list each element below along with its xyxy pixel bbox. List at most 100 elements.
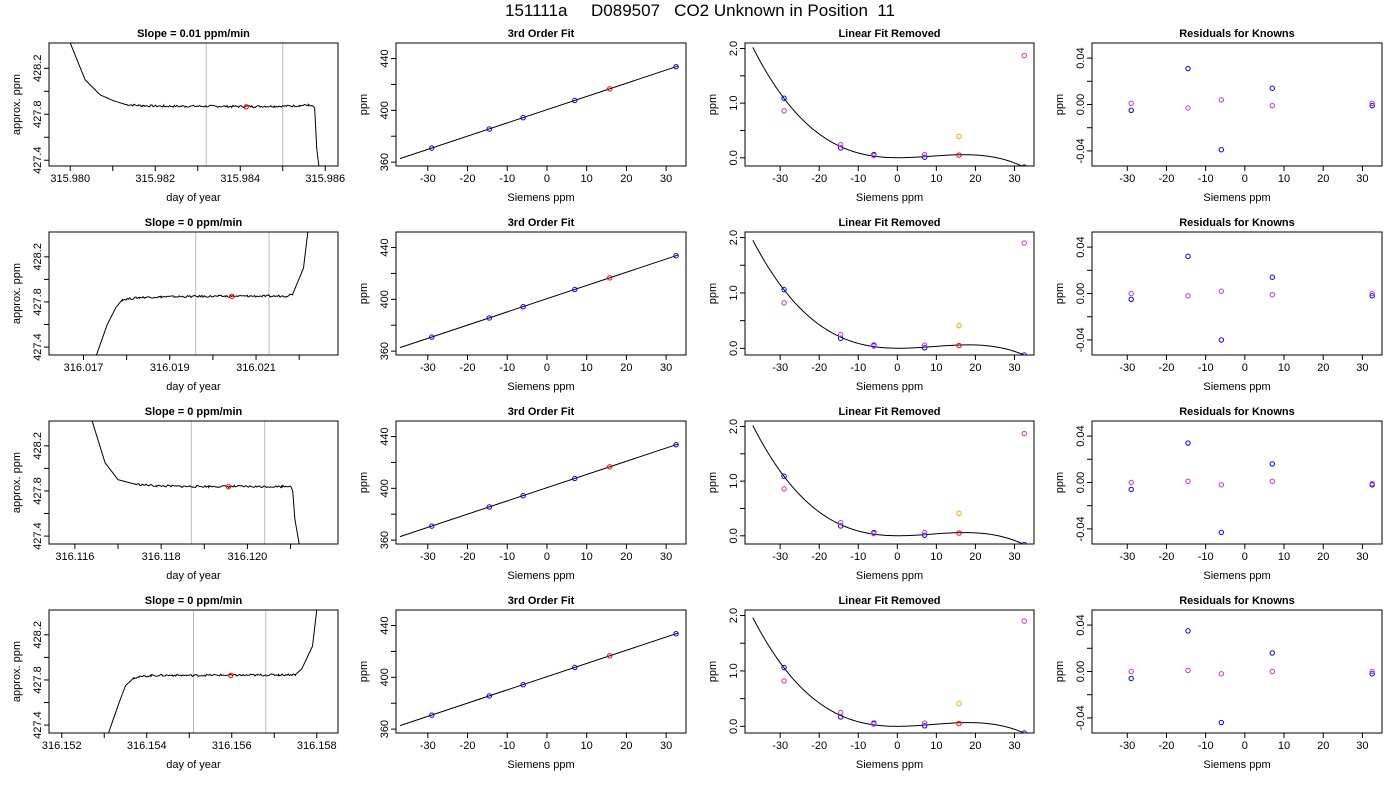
x-tick-label: -30 [420,362,436,374]
panel-linear-fit-removed-row2: Linear Fit Removed -30 -20 -10 0 10 20 30 0.0 1.0… [707,217,1035,393]
y-tick-label: 2.0 [728,230,740,245]
y-tick-label: 0.0 [728,528,740,543]
x-tick-label: 0 [894,551,900,563]
panel-title: Slope = 0 ppm/min [145,595,243,607]
y-tick-label: 360 [379,531,391,549]
raw-residual-point [1218,482,1225,488]
y-tick-label: 1.0 [728,473,740,488]
raw-residual-point [1269,102,1275,109]
y-tick-label: 427.4 [32,146,44,174]
x-tick-label: 20 [969,362,981,374]
known-point [781,473,787,479]
x-tick-label: -10 [499,740,515,752]
x-tick-label: -10 [1198,362,1214,374]
x-tick-label: -20 [460,551,476,563]
known-residual-point [1128,296,1134,303]
x-tick-label: 20 [1317,173,1329,185]
x-tick-label: 20 [969,173,981,185]
x-tick-label: 0 [544,362,550,374]
plot-frame [48,42,339,167]
x-tick-label: 30 [1356,740,1368,752]
x-tick-label: 30 [660,740,672,752]
x-axis-label: Siemens ppm [507,570,574,582]
orange-point [956,322,962,329]
x-tick-label: 0 [544,551,550,563]
known-standard-point [572,475,578,482]
x-tick-label: 30 [1356,362,1368,374]
raw-point [921,529,928,536]
y-tick-label: 2.0 [728,41,740,56]
orange-point [956,700,962,707]
x-tick-label: 20 [620,362,632,374]
raw-point [837,519,844,526]
y-tick-label: 400 [379,290,391,308]
raw-residual-point [1269,668,1275,675]
plot-frame [1091,42,1383,167]
x-tick-label: -20 [1159,362,1175,374]
fit-curve [399,443,679,538]
raw-point [1021,618,1027,624]
x-tick-label: 10 [930,740,942,752]
plot-frame [395,231,687,356]
raw-residual-point [1128,100,1134,107]
y-tick-label: 440 [379,49,391,67]
x-tick-label: -30 [772,362,788,374]
y-tick-label: 427.4 [32,333,44,361]
x-tick-label: -30 [772,740,788,752]
y-tick-label: 428.2 [32,432,44,460]
plot-frame [744,609,1035,734]
known-standard-point [486,504,493,510]
x-tick-label: 30 [660,173,672,185]
known-point [921,723,928,729]
raw-point [921,342,928,348]
y-tick-label: -0.04 [1075,516,1087,541]
y-axis-label: ppm [358,661,370,682]
residual-curve [752,425,1025,544]
known-point [921,154,928,160]
y-tick-label: 428.2 [32,621,44,649]
panel-title: Residuals for Knowns [1179,406,1295,418]
x-tick-label: 316.158 [297,740,337,752]
y-tick-label: 400 [379,101,391,119]
known-point [1021,164,1027,166]
known-point [837,523,844,529]
panel-linear-fit-removed-row3: Linear Fit Removed -30 -20 -10 0 10 20 30 0.0 1.0… [707,406,1035,582]
raw-point [837,141,844,148]
unknown-mean-point [243,104,249,110]
y-axis-label: approx. ppm [11,641,23,702]
known-residual-point [1128,486,1134,493]
plot-frame [48,420,339,545]
known-standard-point [429,145,435,151]
residual-curve [752,47,1023,166]
x-tick-label: -10 [850,740,866,752]
known-residual-point [1185,440,1191,446]
unknown-sample-point [607,653,613,659]
known-residual-point [1269,85,1275,91]
unknown-sample-point [607,275,613,281]
x-tick-label: 0 [1242,362,1248,374]
y-tick-label: 0.0 [728,341,740,356]
y-tick-label: 440 [379,238,391,256]
plot-frame [744,420,1035,545]
x-axis-label: Siemens ppm [1203,570,1270,582]
x-tick-label: 316.118 [142,551,181,563]
x-axis-label: Siemens ppm [507,381,574,393]
x-axis-label: Siemens ppm [856,192,923,204]
x-tick-label: -10 [499,173,515,185]
x-tick-label: 10 [581,740,593,752]
unknown-point [956,720,962,727]
x-tick-label: -20 [1159,740,1175,752]
y-axis-label: approx. ppm [11,263,23,324]
known-standard-point [486,315,493,321]
x-tick-label: -30 [1119,551,1135,563]
panel-linear-fit-removed-row4: Linear Fit Removed -30 -20 -10 0 10 20 30 0.0 1.0… [707,595,1035,771]
x-tick-label: 10 [581,362,593,374]
panel-title: Residuals for Knowns [1179,217,1295,229]
x-tick-label: 10 [930,362,942,374]
y-tick-label: 360 [379,342,391,360]
y-axis-label: ppm [358,283,370,304]
known-residual-point [1369,671,1375,677]
concentration-trace [69,43,320,166]
raw-residual-point [1269,478,1275,485]
